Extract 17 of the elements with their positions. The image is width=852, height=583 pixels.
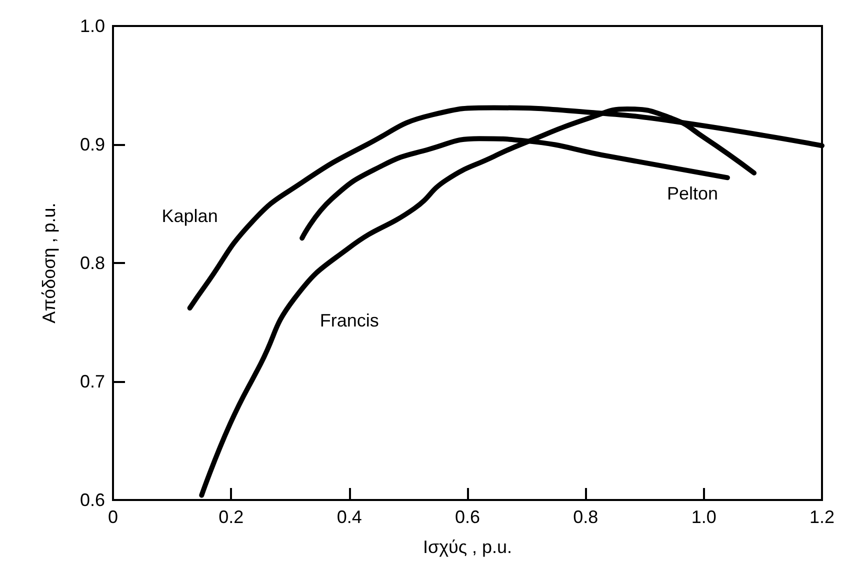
y-tick-label: 0.7: [80, 372, 105, 392]
x-tick-label: 0.6: [454, 507, 480, 527]
y-tick-label: 1.0: [80, 16, 105, 36]
x-axis-title: Ισχύς , p.u.: [422, 537, 512, 557]
series-label: Kaplan: [162, 206, 218, 226]
x-tick-label: 0.4: [336, 507, 362, 527]
x-tick-label: 0.2: [218, 507, 244, 527]
x-tick-label: 1.0: [691, 507, 716, 527]
y-axis-title: Απόδοση , p.u.: [39, 202, 59, 324]
x-tick-label: 1.2: [809, 507, 835, 527]
x-tick-label: 0.8: [573, 507, 598, 527]
y-tick-label: 0.8: [80, 253, 105, 273]
x-tick-label: 0: [108, 507, 118, 527]
y-tick-label: 0.6: [80, 490, 105, 510]
series-label: Pelton: [666, 184, 718, 204]
series-label: Francis: [320, 310, 379, 331]
y-tick-label: 0.9: [80, 134, 105, 154]
